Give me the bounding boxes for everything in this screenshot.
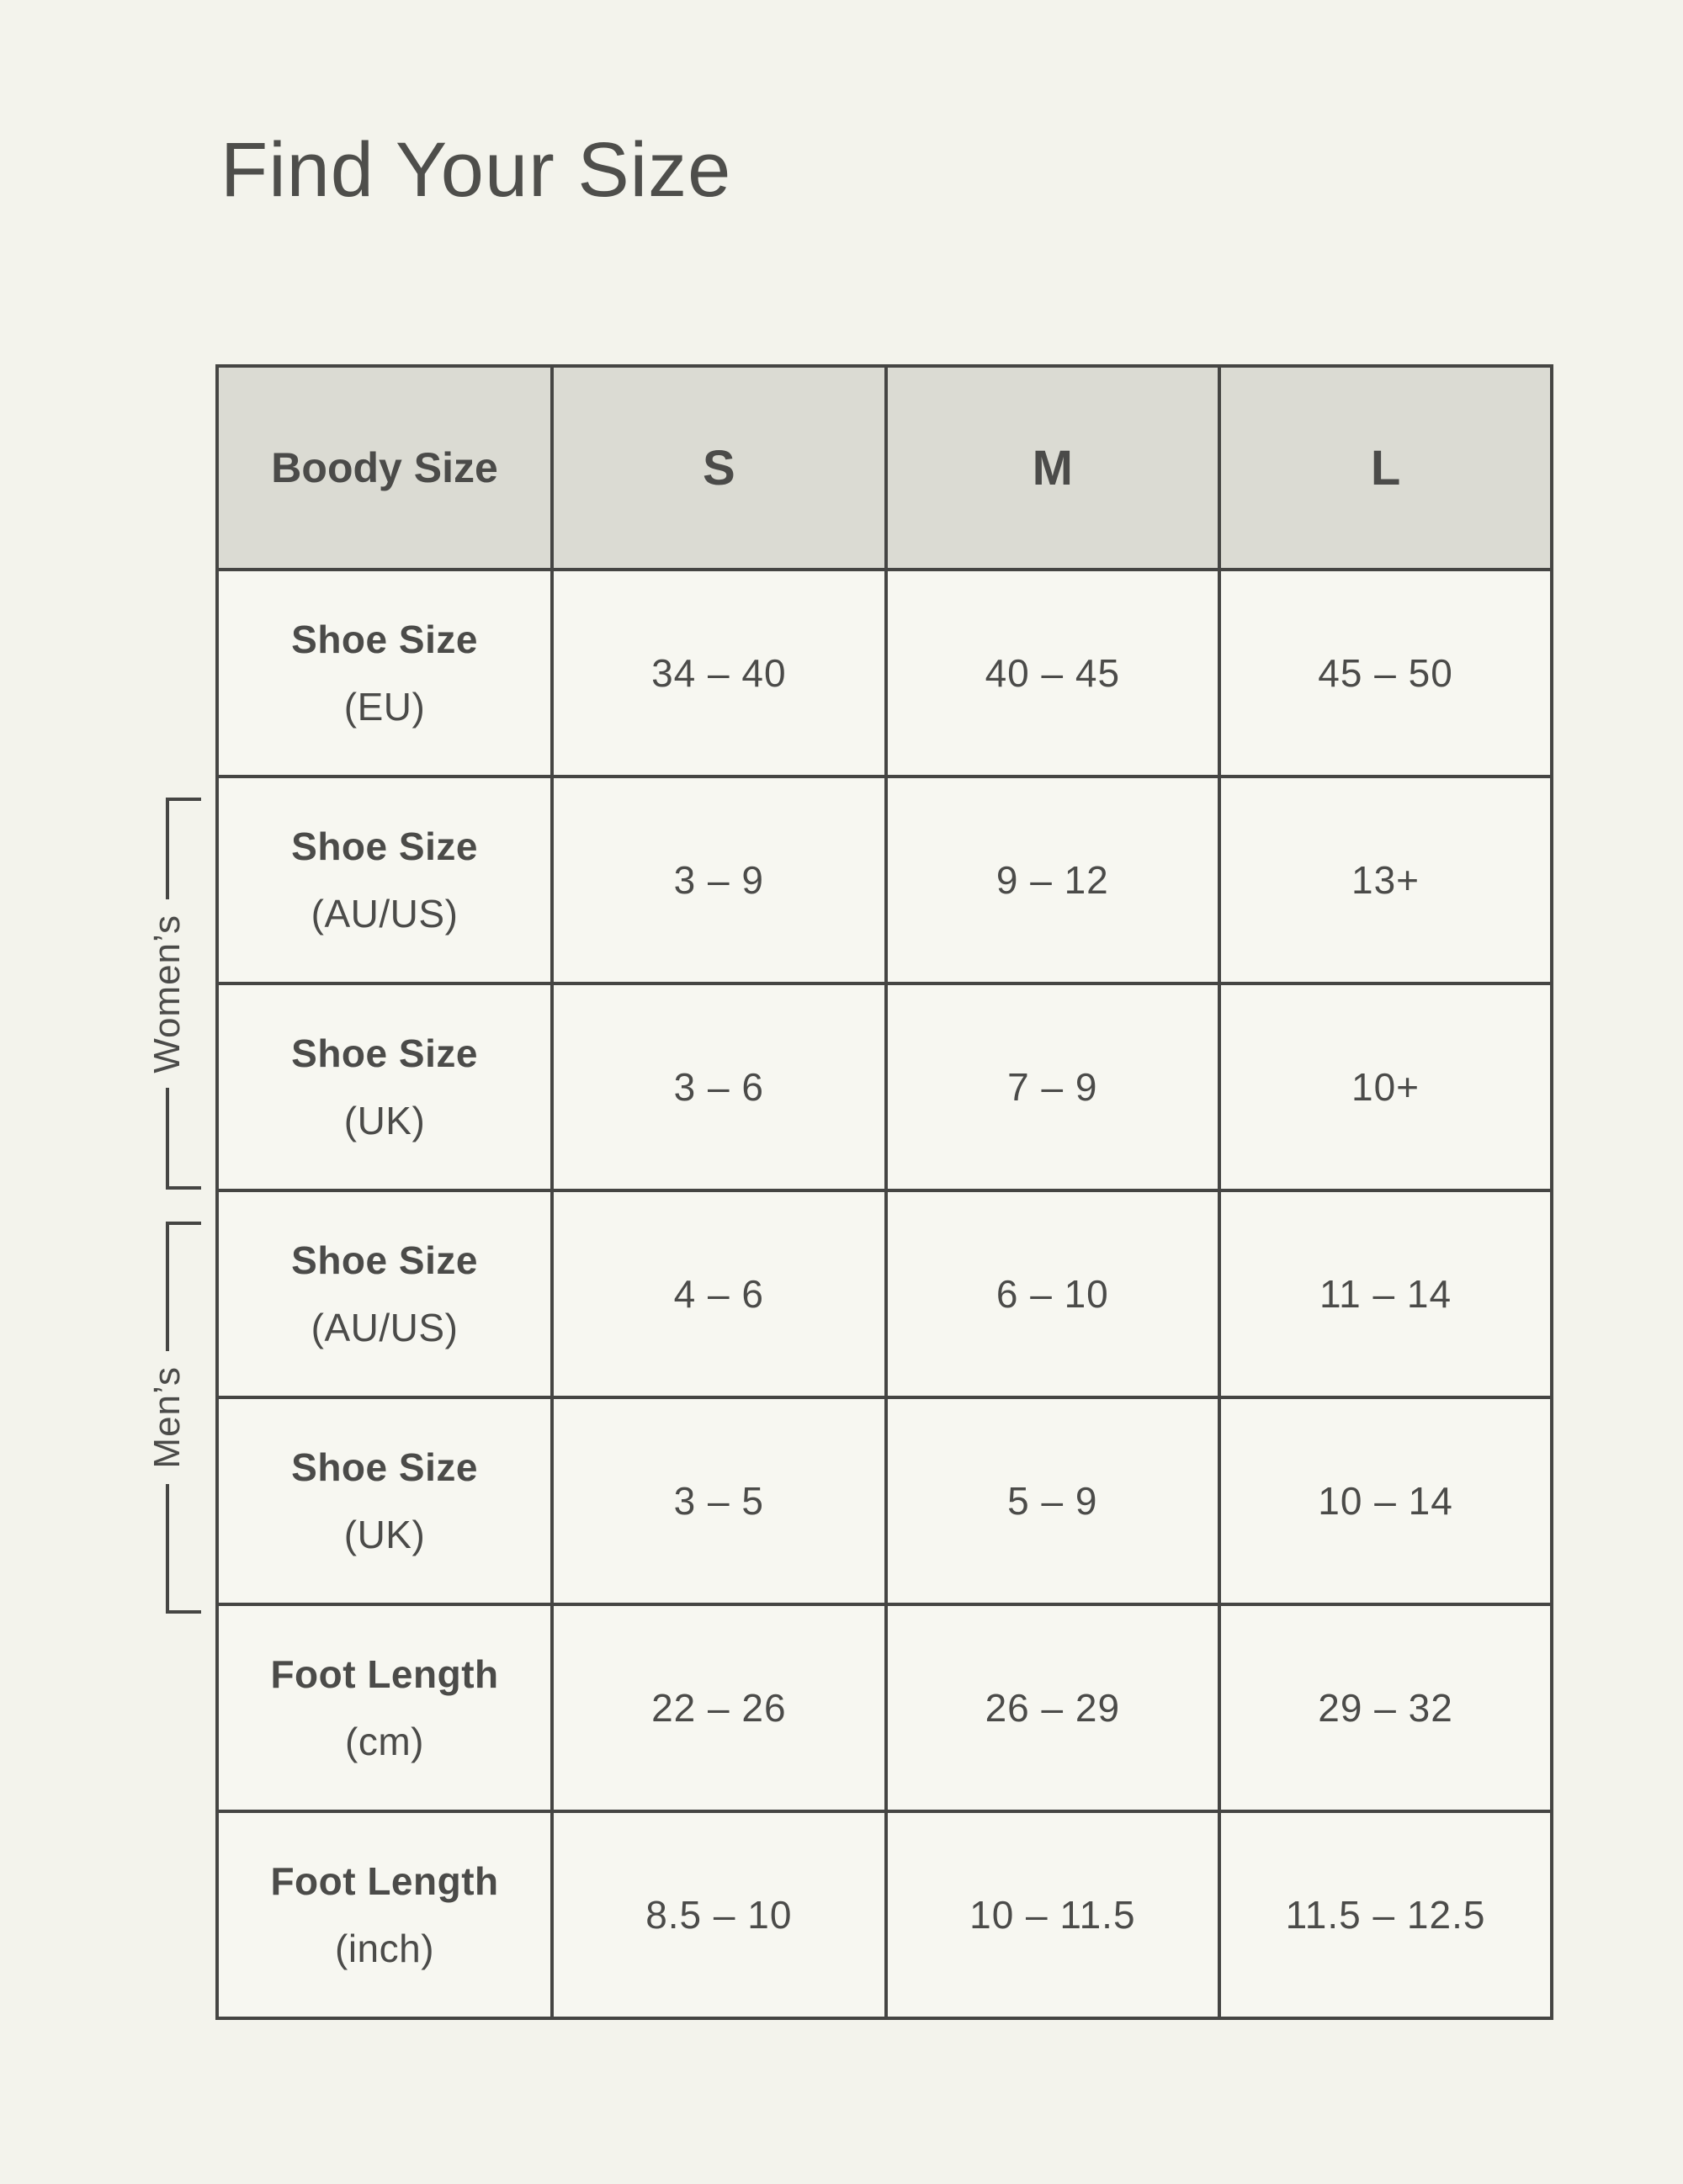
table-row-womens-shoe-size-uk: Shoe Size (UK) 3 – 6 7 – 9 10+	[215, 982, 1553, 1192]
row-label: Foot Length	[270, 1652, 499, 1696]
womens-group-bracket: Women’s	[146, 798, 201, 1190]
womens-bracket-line-lower	[166, 1088, 169, 1186]
header-cell-size-m: M	[884, 364, 1222, 571]
value-cell-m: 7 – 9	[884, 982, 1222, 1192]
value-cell-s: 4 – 6	[550, 1189, 888, 1399]
table-row-mens-shoe-size-uk: Shoe Size (UK) 3 – 5 5 – 9 10 – 14	[215, 1396, 1553, 1606]
row-label: Shoe Size	[291, 1445, 478, 1489]
row-label: Shoe Size	[291, 618, 478, 661]
row-label-cell: Foot Length (inch)	[215, 1810, 555, 2020]
row-unit: (cm)	[345, 1720, 425, 1763]
table-header-row: Boody Size S M L	[215, 364, 1553, 571]
row-label-cell: Shoe Size (AU/US)	[215, 1189, 555, 1399]
womens-bracket-line-upper	[166, 801, 169, 899]
value-cell-s: 3 – 6	[550, 982, 888, 1192]
row-unit: (inch)	[335, 1927, 435, 1970]
row-unit: (UK)	[343, 1513, 426, 1556]
value-cell-l: 13+	[1218, 775, 1553, 985]
row-label-cell: Shoe Size (AU/US)	[215, 775, 555, 985]
mens-bracket-line-upper	[166, 1225, 169, 1352]
row-label: Shoe Size	[291, 824, 478, 868]
value-cell-l: 10 – 14	[1218, 1396, 1553, 1606]
value-cell-l: 45 – 50	[1218, 568, 1553, 778]
mens-bracket-line-lower	[166, 1483, 169, 1611]
value-cell-s: 34 – 40	[550, 568, 888, 778]
row-label: Shoe Size	[291, 1238, 478, 1282]
table-row-foot-length-cm: Foot Length (cm) 22 – 26 26 – 29 29 – 32	[215, 1603, 1553, 1813]
table-row-womens-shoe-size-auus: Shoe Size (AU/US) 3 – 9 9 – 12 13+	[215, 775, 1553, 985]
value-cell-l: 11 – 14	[1218, 1189, 1553, 1399]
value-cell-l: 10+	[1218, 982, 1553, 1192]
value-cell-m: 40 – 45	[884, 568, 1222, 778]
value-cell-m: 10 – 11.5	[884, 1810, 1222, 2020]
row-label-cell: Shoe Size (EU)	[215, 568, 555, 778]
row-unit: (EU)	[343, 685, 426, 729]
table-row-foot-length-inch: Foot Length (inch) 8.5 – 10 10 – 11.5 11…	[215, 1810, 1553, 2020]
mens-bracket-tick-bottom	[166, 1610, 201, 1614]
value-cell-m: 9 – 12	[884, 775, 1222, 985]
row-label: Shoe Size	[291, 1031, 478, 1075]
value-cell-l: 29 – 32	[1218, 1603, 1553, 1813]
page-title: Find Your Size	[220, 127, 732, 213]
size-chart-table: Boody Size S M L Shoe Size (EU) 34 – 40 …	[215, 364, 1553, 2020]
row-label: Foot Length	[270, 1859, 499, 1903]
value-cell-s: 8.5 – 10	[550, 1810, 888, 2020]
table-row-mens-shoe-size-auus: Shoe Size (AU/US) 4 – 6 6 – 10 11 – 14	[215, 1189, 1553, 1399]
value-cell-m: 5 – 9	[884, 1396, 1222, 1606]
row-label-cell: Shoe Size (UK)	[215, 1396, 555, 1606]
womens-bracket-tick-bottom	[166, 1186, 201, 1190]
header-cell-size-s: S	[550, 364, 888, 571]
header-cell-size-l: L	[1218, 364, 1553, 571]
row-label-cell: Shoe Size (UK)	[215, 982, 555, 1192]
header-cell-boody-size: Boody Size	[215, 364, 555, 571]
womens-bracket-tick-top	[166, 798, 201, 801]
mens-group-label: Men’s	[146, 1366, 188, 1469]
womens-group-label: Women’s	[146, 914, 188, 1073]
value-cell-s: 22 – 26	[550, 1603, 888, 1813]
mens-group-bracket: Men’s	[146, 1222, 201, 1614]
row-unit: (AU/US)	[311, 1306, 459, 1349]
value-cell-l: 11.5 – 12.5	[1218, 1810, 1553, 2020]
value-cell-m: 6 – 10	[884, 1189, 1222, 1399]
value-cell-m: 26 – 29	[884, 1603, 1222, 1813]
value-cell-s: 3 – 5	[550, 1396, 888, 1606]
value-cell-s: 3 – 9	[550, 775, 888, 985]
row-unit: (UK)	[343, 1099, 426, 1142]
mens-bracket-tick-top	[166, 1222, 201, 1225]
table-row-shoe-size-eu: Shoe Size (EU) 34 – 40 40 – 45 45 – 50	[215, 568, 1553, 778]
row-unit: (AU/US)	[311, 892, 459, 936]
row-label-cell: Foot Length (cm)	[215, 1603, 555, 1813]
